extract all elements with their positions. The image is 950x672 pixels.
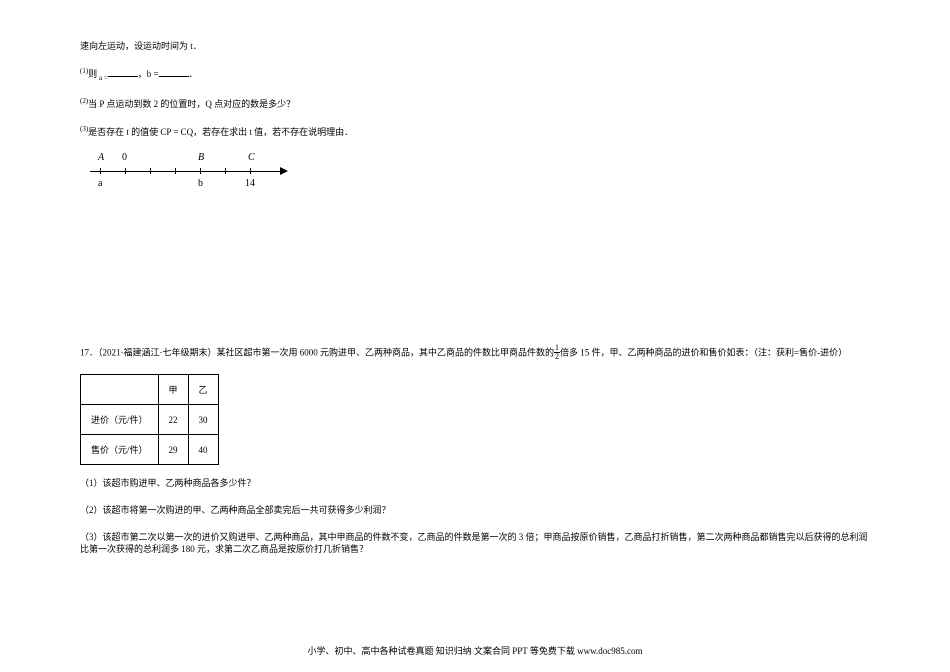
table-cell-label: 售价（元/件）	[81, 435, 159, 465]
nl-tick	[175, 168, 176, 174]
sub-question-1: (1)则 a = ，b = ．	[80, 67, 870, 84]
q17-after-frac: 倍多 15 件，甲、乙两种商品的进价和售价如表：（注：获利=售价-进价）	[560, 348, 847, 358]
blank-b	[159, 67, 189, 77]
table-header-empty	[81, 375, 159, 405]
sub2-text: 当 P 点运动到数 2 的位置时，Q 点对应的数是多少？	[88, 99, 295, 109]
nl-label-top-C: C	[248, 152, 255, 163]
nl-tick	[200, 168, 201, 174]
blank-a	[108, 67, 138, 77]
number-line-diagram: A 0 B C a b 14	[80, 152, 870, 190]
number-line-axis	[90, 164, 290, 178]
table-cell-value: 22	[158, 405, 188, 435]
table-cell-label: 进价（元/件）	[81, 405, 159, 435]
q17-sub2: （2）该超市将第一次购进的甲、乙两种商品全部卖完后一共可获得多少利润？	[80, 504, 870, 517]
nl-tick	[225, 168, 226, 174]
nl-tick	[125, 168, 126, 174]
sub3-label: (3)	[80, 125, 88, 133]
sub-question-3: (3)是否存在 t 的值使 CP = CQ，若存在求出 t 值，若不存在说明理由…	[80, 125, 870, 139]
table-header-jia: 甲	[158, 375, 188, 405]
nl-label-bottom-14: 14	[245, 178, 255, 189]
table-header-yi: 乙	[188, 375, 218, 405]
q17-sub1: （1）该超市购进甲、乙两种商品各多少件？	[80, 477, 870, 490]
table-row: 售价（元/件） 29 40	[81, 435, 219, 465]
footer-text: 小学、初中、高中各种试卷真题 知识归纳 文案合同 PPT 等免费下载	[307, 646, 577, 656]
nl-tick	[250, 168, 251, 174]
nl-label-top-A: A	[98, 152, 104, 163]
spacer	[80, 210, 870, 345]
frac-den: 2	[554, 353, 560, 361]
sub3-text: 是否存在 t 的值使 CP = CQ，若存在求出 t 值，若不存在说明理由．	[88, 127, 353, 137]
table-cell-value: 30	[188, 405, 218, 435]
sub1-label: (1)	[80, 67, 88, 75]
nl-label-bottom-a: a	[98, 178, 102, 189]
nl-tick	[100, 168, 101, 174]
table-row: 甲 乙	[81, 375, 219, 405]
nl-label-bottom-b: b	[198, 178, 203, 189]
fraction-icon: 12	[554, 344, 560, 361]
nl-arrow-icon	[280, 167, 288, 175]
nl-tick	[150, 168, 151, 174]
blank-var-a: a =	[97, 73, 108, 81]
intro-line-1: 速向左运动，设运动时间为 t．	[80, 40, 870, 53]
table-row: 进价（元/件） 22 30	[81, 405, 219, 435]
blank-suffix: ．	[189, 69, 198, 79]
table-cell-value: 29	[158, 435, 188, 465]
sub2-label: (2)	[80, 97, 88, 105]
sub-question-2: (2)当 P 点运动到数 2 的位置时，Q 点对应的数是多少？	[80, 97, 870, 111]
q17-number: 17．	[80, 348, 98, 358]
table-cell-value: 40	[188, 435, 218, 465]
question-17: 17．（2021·福建涵江·七年级期末）某社区超市第一次用 6000 元购进甲、…	[80, 345, 870, 362]
blank-prefix: 则	[88, 69, 97, 79]
q17-sub3: （3）该超市第二次以第一次的进价又购进甲、乙两种商品，其中甲商品的件数不变，乙商…	[80, 531, 870, 556]
price-table: 甲 乙 进价（元/件） 22 30 售价（元/件） 29 40	[80, 374, 219, 465]
nl-label-top-B: B	[198, 152, 204, 163]
footer-link[interactable]: www.doc985.com	[577, 646, 642, 656]
page-footer: 小学、初中、高中各种试卷真题 知识归纳 文案合同 PPT 等免费下载 www.d…	[0, 644, 950, 657]
blank-sep: ，b =	[138, 69, 159, 79]
nl-label-top-0: 0	[122, 152, 127, 163]
q17-source: （2021·福建涵江·七年级期末）某社区超市第一次用 6000 元购进甲、乙两种…	[98, 348, 554, 358]
nl-line	[90, 171, 285, 172]
